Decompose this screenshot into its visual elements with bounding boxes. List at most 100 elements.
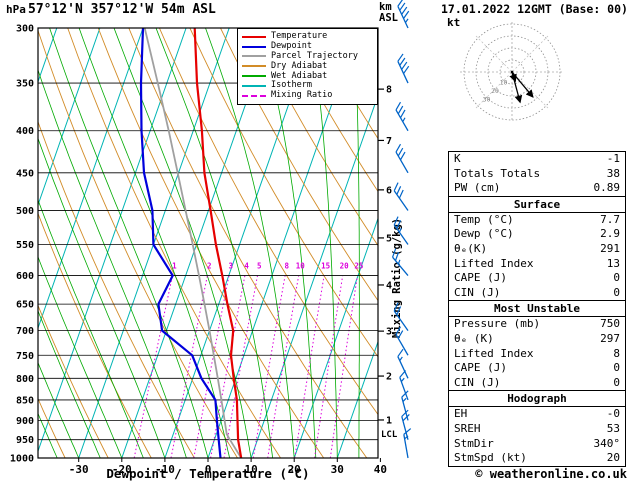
legend-label: Parcel Trajectory xyxy=(271,50,358,61)
svg-text:-10: -10 xyxy=(155,463,175,476)
legend-line-swatch xyxy=(242,94,266,97)
temperature-axis-title: Dewpoint / Temperature (°C) xyxy=(106,466,310,481)
svg-text:1000: 1000 xyxy=(10,454,34,465)
legend-item: Parcel Trajectory xyxy=(242,50,373,62)
table-row: CIN (J) 0 xyxy=(449,376,625,391)
svg-text:40: 40 xyxy=(374,463,387,476)
section-header-hodograph: Hodograph xyxy=(449,390,625,408)
index-value: 8 xyxy=(613,346,620,360)
table-row: Pressure (mb) 750 xyxy=(449,317,625,332)
svg-text:10: 10 xyxy=(244,463,257,476)
table-row: θₑ (K) 297 xyxy=(449,332,625,347)
wind-barb xyxy=(403,428,412,459)
svg-text:850: 850 xyxy=(16,395,34,406)
index-value: 297 xyxy=(600,331,620,345)
svg-text:350: 350 xyxy=(16,79,34,90)
legend-label: Temperature xyxy=(271,31,328,42)
table-row: Lifted Index 13 xyxy=(449,257,625,272)
date-title: 17.01.2022 12GMT (Base: 00) xyxy=(441,2,628,16)
index-value: 340° xyxy=(593,436,621,450)
index-label: Lifted Index xyxy=(454,256,534,270)
svg-text:20: 20 xyxy=(340,262,350,271)
index-value: 750 xyxy=(600,317,620,331)
index-label: θₑ (K) xyxy=(454,331,494,345)
svg-text:1: 1 xyxy=(386,415,392,426)
index-label: PW (cm) xyxy=(454,181,501,195)
svg-text:300: 300 xyxy=(16,24,34,35)
svg-text:650: 650 xyxy=(16,300,34,311)
index-label: θₑ(K) xyxy=(454,241,488,255)
pressure-axis-labels: 300 350 400 450 500 550 600 650 700 750 800 850 900 9… xyxy=(10,24,34,465)
wind-barb xyxy=(393,302,409,331)
table-row: EH -0 xyxy=(449,407,625,422)
temperature-axis-labels: -30 -20 -10 0 10 20 30 40 xyxy=(69,458,387,476)
wind-barbs xyxy=(392,0,412,459)
legend-item: Wet Adiabat xyxy=(242,71,373,81)
legend-line-swatch xyxy=(242,84,266,87)
svg-text:7: 7 xyxy=(386,136,392,147)
svg-text:20: 20 xyxy=(491,87,499,95)
table-row: CAPE (J) 0 xyxy=(449,271,625,286)
indices-table: K -1 Totals Totals 38 PW (cm) 0.89 Surface … xyxy=(448,151,626,467)
index-label: Totals Totals xyxy=(454,166,541,180)
table-row: K -1 xyxy=(449,152,625,167)
station-title: 57°12'N 357°12'W 54m ASL xyxy=(28,2,216,17)
dewpoint-curve xyxy=(139,28,222,458)
index-label: StmDir xyxy=(454,436,494,450)
index-value: 291 xyxy=(600,241,620,255)
svg-text:950: 950 xyxy=(16,435,34,446)
svg-text:-20: -20 xyxy=(112,463,132,476)
index-label: CIN (J) xyxy=(454,375,501,389)
svg-text:6: 6 xyxy=(386,185,392,196)
index-value: 7.7 xyxy=(600,212,620,226)
svg-text:30: 30 xyxy=(331,463,344,476)
legend-line-swatch xyxy=(242,45,266,48)
wind-barb xyxy=(397,0,410,29)
svg-text:10: 10 xyxy=(296,262,306,271)
svg-text:700: 700 xyxy=(16,326,34,337)
svg-text:450: 450 xyxy=(16,168,34,179)
wind-barb xyxy=(393,182,409,211)
index-label: Dewp (°C) xyxy=(454,227,514,241)
svg-text:3: 3 xyxy=(386,327,392,338)
svg-text:15: 15 xyxy=(321,262,330,271)
legend-label: Dewpoint xyxy=(271,41,312,52)
legend-item: Isotherm xyxy=(242,81,373,91)
index-value: 0 xyxy=(613,271,620,285)
index-value: -1 xyxy=(606,152,620,165)
index-label: K xyxy=(454,152,461,165)
index-label: Temp (°C) xyxy=(454,212,514,226)
wind-barb xyxy=(397,348,409,379)
table-row: Totals Totals 38 xyxy=(449,167,625,182)
index-value: 2.9 xyxy=(600,227,620,241)
index-value: 0 xyxy=(613,285,620,299)
legend-box: Temperature Dewpoint Parcel Trajectory Dry … xyxy=(237,28,378,105)
svg-text:800: 800 xyxy=(16,374,34,385)
wind-barb xyxy=(401,409,410,440)
svg-text:5: 5 xyxy=(386,233,392,244)
svg-text:20: 20 xyxy=(288,463,301,476)
svg-text:25: 25 xyxy=(354,262,363,271)
hodograph-unit-label: kt xyxy=(447,16,461,29)
section-header-most-unstable: Most Unstable xyxy=(449,300,625,318)
index-value: 38 xyxy=(606,166,620,180)
index-value: -0 xyxy=(606,407,620,421)
svg-text:30: 30 xyxy=(483,95,491,103)
svg-text:900: 900 xyxy=(16,416,34,427)
index-value: 20 xyxy=(606,451,620,465)
svg-text:-30: -30 xyxy=(69,463,89,476)
legend-label: Wet Adiabat xyxy=(271,70,328,81)
legend-label: Mixing Ratio xyxy=(271,90,333,101)
table-row: PW (cm) 0.89 xyxy=(449,181,625,196)
svg-text:1: 1 xyxy=(172,262,177,271)
svg-text:3: 3 xyxy=(229,262,234,271)
table-row: Dewp (°C) 2.9 xyxy=(449,227,625,242)
svg-text:LCL: LCL xyxy=(381,430,398,440)
svg-text:400: 400 xyxy=(16,126,34,137)
svg-text:5: 5 xyxy=(257,262,262,271)
legend-item: Dewpoint xyxy=(242,42,373,52)
svg-text:750: 750 xyxy=(16,351,34,362)
index-value: 0 xyxy=(613,375,620,389)
